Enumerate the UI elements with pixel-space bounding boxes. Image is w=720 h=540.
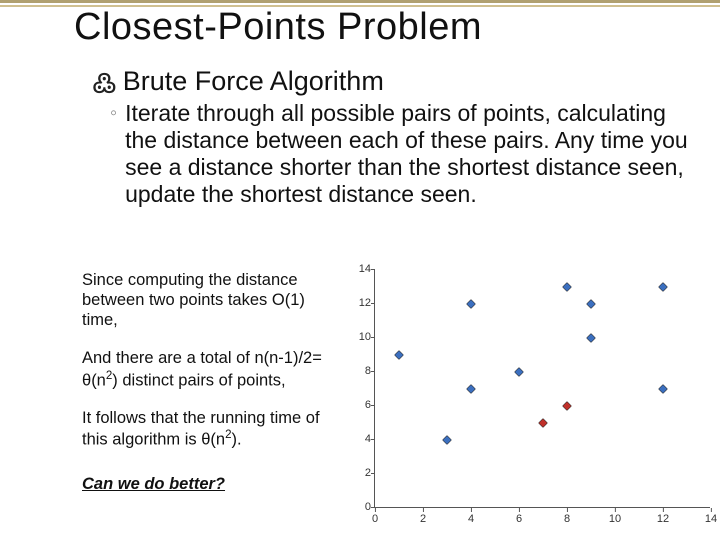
y-tick: 4 <box>353 433 371 445</box>
b2-post: ) distinct pairs of points, <box>112 371 285 389</box>
left-block-3: It follows that the running time of this… <box>82 408 342 450</box>
y-tick: 8 <box>353 365 371 377</box>
scatter-point-blue <box>443 436 452 445</box>
scatter-point-red <box>563 402 572 411</box>
scatter-point-blue <box>467 300 476 309</box>
scatter-point-blue <box>467 385 476 394</box>
subtitle: Brute Force Algorithm <box>123 66 384 97</box>
plot-area: 0246810121402468101214 <box>374 270 710 508</box>
b2-theta: θ <box>82 371 91 389</box>
y-tick: 6 <box>353 399 371 411</box>
left-block-1: Since computing the distance between two… <box>82 270 342 330</box>
x-tick: 4 <box>468 513 474 525</box>
scatter-chart: 0246810121402468101214 <box>350 270 710 530</box>
scatter-point-blue <box>563 283 572 292</box>
left-column: Since computing the distance between two… <box>82 270 342 494</box>
scatter-point-red <box>539 419 548 428</box>
x-tick: 2 <box>420 513 426 525</box>
x-tick: 0 <box>372 513 378 525</box>
y-tick: 12 <box>353 297 371 309</box>
b3-mid: (n <box>210 431 225 449</box>
left-block-2: And there are a total of n(n-1)/2= θ(n2)… <box>82 348 342 390</box>
y-tick: 14 <box>353 263 371 275</box>
scatter-point-blue <box>659 283 668 292</box>
y-tick: 10 <box>353 331 371 343</box>
subtitle-row: ߷ Brute Force Algorithm <box>92 62 384 98</box>
x-tick: 8 <box>564 513 570 525</box>
scatter-point-blue <box>659 385 668 394</box>
x-tick: 12 <box>657 513 669 525</box>
b2-mid: (n <box>91 371 106 389</box>
scatter-point-blue <box>587 300 596 309</box>
scatter-point-blue <box>587 334 596 343</box>
scatter-point-blue <box>515 368 524 377</box>
hollow-bullet-icon: ◦ <box>110 102 117 125</box>
x-tick: 6 <box>516 513 522 525</box>
page-title: Closest-Points Problem <box>74 6 482 49</box>
script-bullet-icon: ߷ <box>92 64 117 100</box>
b3-post: ). <box>232 431 242 449</box>
y-tick: 2 <box>353 467 371 479</box>
x-tick: 14 <box>705 513 717 525</box>
body-paragraph: Iterate through all possible pairs of po… <box>125 100 695 209</box>
x-tick: 10 <box>609 513 621 525</box>
b2-pre: And there are a total of n(n-1)/2= <box>82 349 322 367</box>
can-we-do-better: Can we do better? <box>82 474 342 494</box>
body-row: ◦ Iterate through all possible pairs of … <box>110 100 695 209</box>
y-tick: 0 <box>353 501 371 513</box>
scatter-point-blue <box>395 351 404 360</box>
